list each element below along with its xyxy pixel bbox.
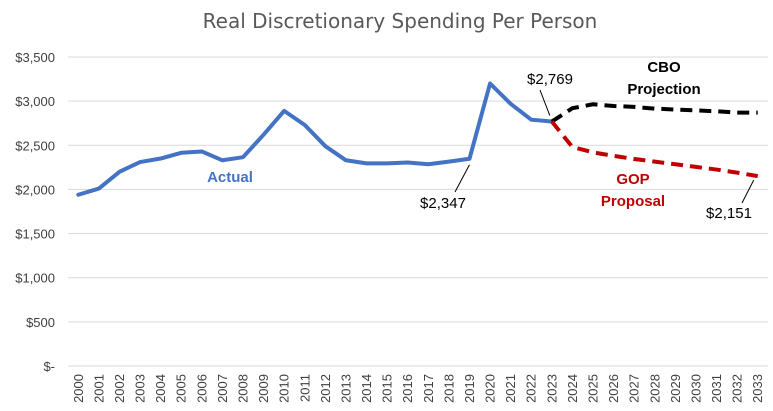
- x-tick-label: 2003: [133, 374, 148, 403]
- annotation-leaders: [454, 89, 755, 204]
- x-tick-label: 2007: [215, 374, 230, 403]
- x-tick-label: 2014: [359, 374, 374, 403]
- cbo-label-line2: Projection: [627, 81, 700, 98]
- y-tick-label: $2,500: [15, 138, 55, 153]
- x-tick-label: 2017: [421, 374, 436, 403]
- y-tick-label: $3,000: [15, 94, 55, 109]
- chart-title: Real Discretionary Spending Per Person: [203, 9, 598, 33]
- x-tick-label: 2028: [647, 374, 662, 403]
- series-lines: [76, 81, 759, 197]
- x-tick-label: 2006: [194, 374, 209, 403]
- data-label-2033: $2,151: [706, 205, 752, 222]
- x-tick-label: 2011: [297, 374, 312, 402]
- gop-label-line1: GOP: [616, 171, 649, 188]
- y-tick-label: $-: [43, 359, 55, 374]
- x-tick-label: 2010: [277, 374, 292, 403]
- y-tick-label: $500: [26, 315, 55, 330]
- y-tick-label: $2,000: [15, 182, 55, 197]
- series-line-gop-proposal: [550, 120, 759, 179]
- x-tick-label: 2024: [565, 374, 580, 403]
- x-tick-label: 2021: [503, 374, 518, 403]
- x-tick-label: 2025: [586, 374, 601, 403]
- x-tick-label: 2004: [153, 374, 168, 403]
- leader-2023: [539, 89, 551, 116]
- x-tick-label: 2031: [709, 374, 724, 403]
- x-tick-label: 2026: [606, 374, 621, 403]
- x-tick-label: 2029: [668, 374, 683, 403]
- x-tick-label: 2033: [750, 374, 765, 403]
- data-label-2023: $2,769: [527, 71, 573, 88]
- x-tick-label: 2005: [174, 374, 189, 403]
- x-tick-label: 2019: [462, 374, 477, 403]
- x-tick-label: 2000: [71, 374, 86, 403]
- series-line-actual: [76, 81, 554, 197]
- x-tick-label: 2015: [380, 374, 395, 403]
- x-tick-label: 2016: [400, 374, 415, 403]
- y-tick-label: $3,500: [15, 50, 55, 65]
- x-tick-label: 2012: [318, 374, 333, 403]
- gop-label-line2: Proposal: [601, 193, 665, 210]
- x-tick-label: 2009: [256, 374, 271, 403]
- gridlines: [68, 56, 768, 367]
- x-tick-label: 2013: [338, 374, 353, 403]
- leader-2019: [454, 164, 470, 193]
- x-tick-label: 2023: [544, 374, 559, 403]
- x-tick-label: 2002: [112, 374, 127, 403]
- series-line-cbo-projection: [550, 102, 758, 124]
- x-tick-label: 2030: [688, 374, 703, 403]
- data-label-2019: $2,347: [420, 195, 466, 212]
- x-tick-label: 2020: [483, 374, 498, 403]
- cbo-label-line1: CBO: [647, 59, 681, 76]
- actual-series-label: Actual: [207, 169, 253, 186]
- x-tick-label: 2027: [627, 374, 642, 403]
- y-tick-label: $1,500: [15, 227, 55, 242]
- y-tick-label: $1,000: [15, 271, 55, 286]
- x-tick-label: 2018: [441, 374, 456, 403]
- x-tick-label: 2001: [91, 374, 106, 403]
- x-tick-label: 2022: [524, 374, 539, 403]
- x-tick-label: 2008: [236, 374, 251, 403]
- x-tick-label: 2032: [730, 374, 745, 403]
- leader-2033: [741, 179, 755, 204]
- x-axis-ticks: 2000 2001 2002 2003 2004 2005 2006 2007 2008 2009…: [71, 374, 765, 403]
- y-axis-ticks: $- $500 $1,000 $1,500 $2,000 $2,500 $3,000 $3,5…: [15, 50, 55, 374]
